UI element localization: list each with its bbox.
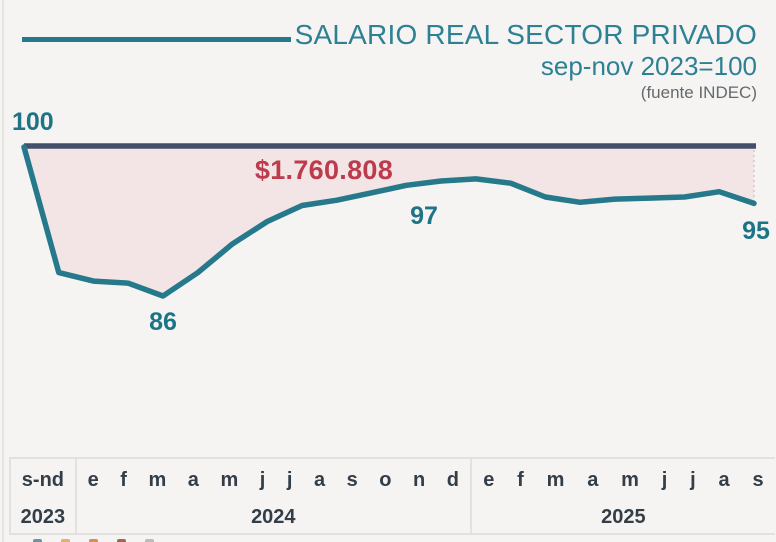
chart-header: SALARIO REAL SECTOR PRIVADO sep-nov 2023… (294, 19, 757, 103)
x-axis-tick: m (546, 468, 565, 491)
salary-amount-label: $1.760.808 (254, 155, 394, 185)
area-fill (24, 147, 754, 296)
baseline-value-label: 100 (12, 108, 54, 136)
min-value-label: 86 (149, 308, 177, 336)
chart-subtitle: sep-nov 2023=100 (540, 51, 757, 82)
x-axis-tick: s-nd (21, 468, 65, 491)
x-axis-tick: a (718, 468, 730, 491)
x-axis-year-label: 2025 (601, 505, 646, 528)
x-axis-tick: s (752, 468, 764, 491)
cutoff-icon-2 (61, 539, 70, 542)
x-axis-tick: m (621, 468, 639, 491)
x-axis-tick: f (517, 468, 524, 491)
chart-title: SALARIO REAL SECTOR PRIVADO (294, 19, 757, 50)
x-axis-group-2023: s-nd 2023 (11, 459, 77, 533)
x-axis-group-2024: e f m a m j j a s o n d 2024 (77, 459, 472, 533)
end-value-label: 95 (742, 217, 770, 245)
x-axis-tick: j (690, 468, 696, 491)
x-axis: s-nd 2023 e f m a m j j a s o n d 2024 e f m a m j j a s 2025 (9, 457, 775, 535)
x-axis-tick: e (87, 468, 99, 491)
plateau-value-label: 97 (410, 202, 438, 230)
x-axis-tick: a (587, 468, 599, 491)
cutoff-icon-5 (145, 539, 154, 542)
page-left-border (2, 0, 4, 542)
bottom-cutoff-icons (0, 539, 300, 542)
x-axis-tick: o (379, 468, 392, 491)
x-axis-tick: n (413, 468, 426, 491)
salary-line (21, 144, 757, 299)
x-axis-year-label: 2023 (20, 505, 66, 528)
x-axis-tick: d (446, 468, 459, 491)
x-axis-tick: e (483, 468, 495, 491)
x-axis-year-label: 2024 (251, 505, 296, 528)
cutoff-icon-3 (89, 539, 98, 542)
x-axis-tick: s (346, 468, 358, 491)
x-axis-tick: a (187, 468, 199, 491)
x-axis-tick: j (661, 468, 668, 491)
cutoff-icon-4 (117, 539, 126, 542)
x-axis-tick: a (313, 468, 326, 491)
chart-source: (fuente INDEC) (640, 83, 757, 103)
x-axis-tick: j (286, 468, 293, 491)
x-axis-group-2025: e f m a m j j a s 2025 (472, 459, 775, 533)
x-axis-tick: m (148, 468, 167, 491)
x-axis-ticks-row: s-nd (11, 459, 75, 501)
legend-line-swatch (22, 37, 291, 42)
cutoff-icon-1 (33, 539, 42, 542)
x-axis-tick: f (120, 468, 127, 491)
x-axis-tick: m (220, 468, 239, 491)
x-axis-tick: j (259, 468, 266, 491)
